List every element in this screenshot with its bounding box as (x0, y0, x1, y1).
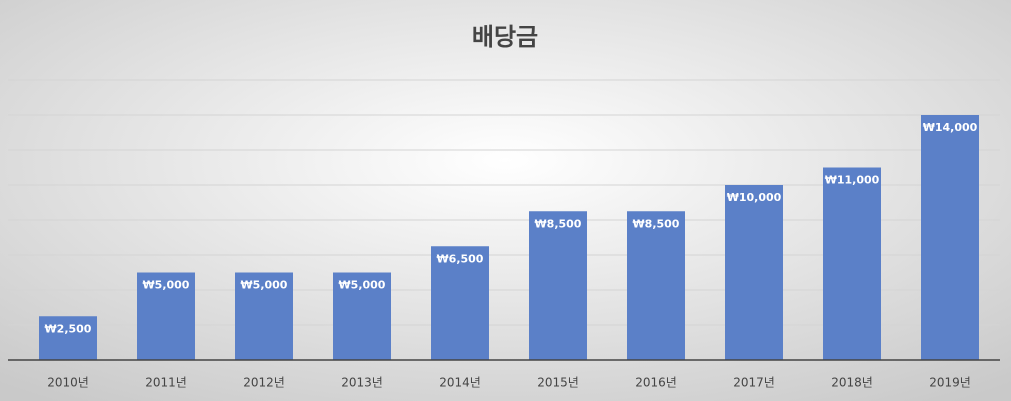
bar (823, 167, 881, 360)
data-label: ₩8,500 (633, 217, 680, 230)
data-label: ₩14,000 (923, 121, 978, 134)
bar (137, 272, 195, 360)
data-label: ₩11,000 (825, 174, 880, 187)
x-tick-label: 2019년 (929, 376, 971, 390)
x-tick-label: 2013년 (341, 376, 383, 390)
data-label: ₩6,500 (437, 252, 484, 265)
x-tick-label: 2018년 (831, 376, 873, 390)
x-tick-label: 2010년 (47, 376, 89, 390)
bar (725, 185, 783, 360)
bar (333, 272, 391, 360)
data-label: ₩5,000 (143, 279, 190, 292)
data-label: ₩10,000 (727, 191, 782, 204)
x-tick-label: 2016년 (635, 376, 677, 390)
bar (921, 115, 979, 360)
bar (529, 211, 587, 360)
bar (235, 272, 293, 360)
x-tick-label: 2012년 (243, 376, 285, 390)
bar (627, 211, 685, 360)
data-label: ₩5,000 (241, 279, 288, 292)
data-label: ₩8,500 (535, 217, 582, 230)
bar (39, 316, 97, 360)
x-tick-label: 2014년 (439, 376, 481, 390)
data-label: ₩5,000 (339, 279, 386, 292)
x-tick-label: 2015년 (537, 376, 579, 390)
bar (431, 246, 489, 360)
x-tick-label: 2011년 (145, 376, 187, 390)
data-label: ₩2,500 (45, 322, 92, 335)
chart-title: 배당금 (472, 23, 538, 51)
x-tick-label: 2017년 (733, 376, 775, 390)
